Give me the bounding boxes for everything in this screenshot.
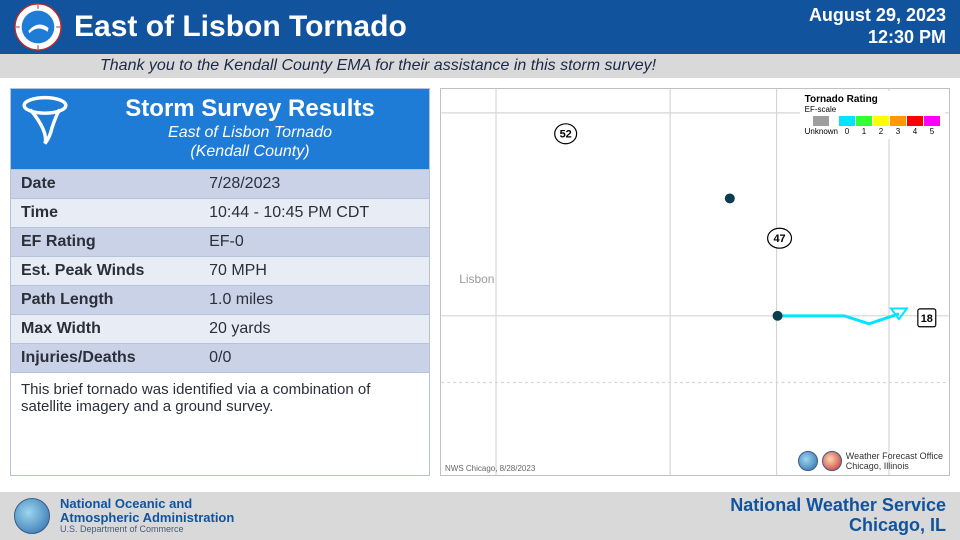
svg-text:52: 52 bbox=[560, 129, 572, 141]
noaa-logo-icon bbox=[14, 498, 50, 534]
svg-text:18: 18 bbox=[921, 313, 933, 325]
wfo-line2: Chicago, Illinois bbox=[846, 461, 943, 471]
row-value: 7/28/2023 bbox=[199, 170, 429, 199]
legend-label: Unknown bbox=[805, 127, 838, 136]
legend-label: 5 bbox=[924, 127, 940, 136]
legend-item: Unknown bbox=[805, 116, 838, 136]
wfo-line1: Weather Forecast Office bbox=[846, 451, 943, 461]
legend-item: 4 bbox=[907, 116, 923, 136]
survey-note: This brief tornado was identified via a … bbox=[11, 372, 429, 427]
footer-right-1: National Weather Service bbox=[730, 496, 946, 516]
nws-seal-icon bbox=[14, 3, 62, 51]
header-time: 12:30 PM bbox=[809, 27, 946, 49]
survey-subtitle-2: (Kendall County) bbox=[190, 143, 309, 160]
legend-swatch bbox=[813, 116, 829, 126]
header-date: August 29, 2023 bbox=[809, 5, 946, 27]
row-label: Date bbox=[11, 170, 199, 199]
row-label: Path Length bbox=[11, 286, 199, 315]
footer-right-2: Chicago, IL bbox=[730, 516, 946, 536]
survey-panel: Storm Survey Results East of Lisbon Torn… bbox=[10, 88, 430, 476]
map-canvas: Lisbon524718 bbox=[441, 89, 949, 475]
subheader-thanks: Thank you to the Kendall County EMA for … bbox=[0, 54, 960, 78]
table-row: EF RatingEF-0 bbox=[11, 228, 429, 257]
table-row: Injuries/Deaths0/0 bbox=[11, 344, 429, 373]
legend-item: 5 bbox=[924, 116, 940, 136]
survey-subtitle-1: East of Lisbon Tornado bbox=[168, 124, 332, 141]
row-label: Max Width bbox=[11, 315, 199, 344]
map-wfo-badge: Weather Forecast Office Chicago, Illinoi… bbox=[798, 451, 943, 471]
legend-item: 3 bbox=[890, 116, 906, 136]
row-value: 0/0 bbox=[199, 344, 429, 373]
legend-label: 2 bbox=[873, 127, 889, 136]
content-row: Storm Survey Results East of Lisbon Torn… bbox=[0, 78, 960, 476]
legend-swatch bbox=[924, 116, 940, 126]
legend-swatch bbox=[839, 116, 855, 126]
row-value: 20 yards bbox=[199, 315, 429, 344]
map: Lisbon524718 Tornado Rating EF-scale Unk… bbox=[440, 88, 950, 476]
legend-swatch bbox=[873, 116, 889, 126]
legend-label: 0 bbox=[839, 127, 855, 136]
legend-swatch bbox=[890, 116, 906, 126]
survey-title: Storm Survey Results bbox=[79, 95, 421, 123]
footer-dept: U.S. Department of Commerce bbox=[60, 525, 234, 535]
footer-org-1: National Oceanic and bbox=[60, 497, 234, 511]
footer-left: National Oceanic and Atmospheric Adminis… bbox=[14, 497, 234, 535]
row-label: Time bbox=[11, 199, 199, 228]
page-title: East of Lisbon Tornado bbox=[74, 10, 809, 44]
footer-right: National Weather Service Chicago, IL bbox=[730, 496, 946, 536]
legend-subtitle: EF-scale bbox=[805, 105, 940, 114]
row-value: 70 MPH bbox=[199, 257, 429, 286]
legend-title: Tornado Rating bbox=[805, 94, 940, 105]
legend-item: 2 bbox=[873, 116, 889, 136]
map-legend: Tornado Rating EF-scale Unknown012345 bbox=[800, 91, 945, 139]
row-value: 1.0 miles bbox=[199, 286, 429, 315]
survey-table: Date7/28/2023Time10:44 - 10:45 PM CDTEF … bbox=[11, 169, 429, 372]
legend-label: 4 bbox=[907, 127, 923, 136]
table-row: Max Width20 yards bbox=[11, 315, 429, 344]
map-credit: NWS Chicago, 8/28/2023 bbox=[445, 464, 535, 473]
legend-swatch bbox=[907, 116, 923, 126]
footer-org-2: Atmospheric Administration bbox=[60, 511, 234, 525]
row-value: EF-0 bbox=[199, 228, 429, 257]
legend-item: 1 bbox=[856, 116, 872, 136]
svg-text:Lisbon: Lisbon bbox=[459, 272, 494, 286]
row-value: 10:44 - 10:45 PM CDT bbox=[199, 199, 429, 228]
tornado-icon bbox=[19, 95, 71, 147]
noaa-globe-icon bbox=[798, 451, 818, 471]
footer-bar: National Oceanic and Atmospheric Adminis… bbox=[0, 492, 960, 540]
table-row: Path Length1.0 miles bbox=[11, 286, 429, 315]
row-label: EF Rating bbox=[11, 228, 199, 257]
header-date-block: August 29, 2023 12:30 PM bbox=[809, 5, 946, 48]
svg-text:47: 47 bbox=[773, 233, 785, 245]
legend-swatch bbox=[856, 116, 872, 126]
legend-item: 0 bbox=[839, 116, 855, 136]
table-row: Est. Peak Winds70 MPH bbox=[11, 257, 429, 286]
header-bar: East of Lisbon Tornado August 29, 2023 1… bbox=[0, 0, 960, 54]
survey-panel-header: Storm Survey Results East of Lisbon Torn… bbox=[11, 89, 429, 169]
table-row: Date7/28/2023 bbox=[11, 170, 429, 199]
legend-label: 3 bbox=[890, 127, 906, 136]
nws-seal-small-icon bbox=[822, 451, 842, 471]
table-row: Time10:44 - 10:45 PM CDT bbox=[11, 199, 429, 228]
row-label: Injuries/Deaths bbox=[11, 344, 199, 373]
row-label: Est. Peak Winds bbox=[11, 257, 199, 286]
legend-label: 1 bbox=[856, 127, 872, 136]
